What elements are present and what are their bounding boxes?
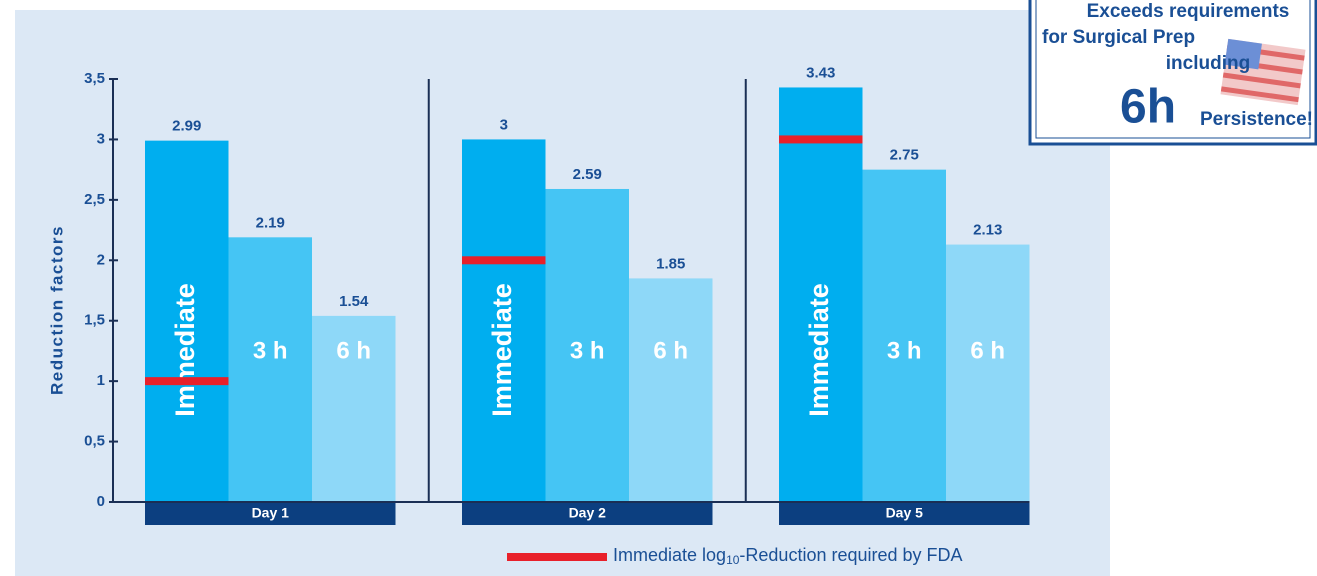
bar <box>145 140 229 502</box>
badge-text: Persistence! <box>1200 109 1313 130</box>
y-tick-label: 3,5 <box>84 70 105 87</box>
data-label: 2.75 <box>890 147 919 164</box>
data-label: 3.43 <box>806 64 835 81</box>
flag-icon <box>1220 38 1306 106</box>
category-band <box>462 502 713 525</box>
flag-stripe <box>1222 72 1301 89</box>
bar-series-label: Immediate <box>804 283 834 417</box>
bar <box>862 169 946 502</box>
data-label: 1.54 <box>339 293 369 310</box>
y-tick-label: 2,5 <box>84 191 105 208</box>
legend-label-part: 10 <box>726 553 740 567</box>
bar-series-label: Immediate <box>487 283 517 417</box>
legend-label-part: -Reduction required by FDA <box>739 545 962 565</box>
data-label: 1.85 <box>656 255 685 272</box>
x-tick-label: Day 1 <box>252 505 290 521</box>
category-band <box>145 502 396 525</box>
y-tick-label: 0,5 <box>84 433 105 450</box>
bar <box>462 139 546 502</box>
data-label: 2.99 <box>172 118 201 135</box>
legend-label-part: Immediate log <box>613 545 726 565</box>
bar <box>946 244 1030 502</box>
category-band <box>779 502 1030 525</box>
bar-series-label: Immediate <box>170 283 200 417</box>
bar <box>312 315 396 502</box>
badge-text: including <box>1166 53 1250 74</box>
fda-requirement-line <box>462 256 546 265</box>
x-tick-label: Day 5 <box>886 505 924 521</box>
badge-text: Exceeds requirements <box>1087 1 1290 22</box>
flag-stripe <box>1220 86 1299 103</box>
y-tick-label: 1 <box>97 372 105 389</box>
flag-canton <box>1224 38 1262 70</box>
y-tick-label: 3 <box>97 130 105 147</box>
badge-inner-frame <box>1035 0 1311 139</box>
fda-requirement-line <box>145 377 229 386</box>
y-tick-label: 0 <box>97 493 105 510</box>
x-tick-label: Day 2 <box>569 505 607 521</box>
data-label: 2.19 <box>256 214 285 231</box>
bar <box>629 278 713 502</box>
bar-series-label: 6 h <box>970 337 1005 364</box>
fda-requirement-line <box>779 135 863 144</box>
legend-label: Immediate log10-Reduction required by FD… <box>613 545 963 567</box>
data-label: 2.13 <box>973 222 1002 239</box>
legend-swatch <box>507 553 607 561</box>
bar <box>545 188 629 503</box>
bar <box>228 237 312 502</box>
y-axis-label: Reduction factors <box>47 225 66 395</box>
y-tick-label: 2 <box>97 251 105 268</box>
bar <box>779 87 863 503</box>
bar-series-label: 3 h <box>887 337 922 364</box>
y-tick-label: 1,5 <box>84 312 105 329</box>
bar-series-label: 3 h <box>570 337 605 364</box>
badge: Exceeds requirements for Surgical Prep i… <box>1028 0 1317 146</box>
data-label: 2.59 <box>573 166 602 183</box>
bar-series-label: 6 h <box>653 337 688 364</box>
bar-series-label: 3 h <box>253 337 288 364</box>
badge-text: for Surgical Prep <box>1042 27 1195 48</box>
data-label: 3 <box>500 116 508 133</box>
bar-series-label: 6 h <box>336 337 371 364</box>
badge-big-text: 6h <box>1120 81 1176 134</box>
